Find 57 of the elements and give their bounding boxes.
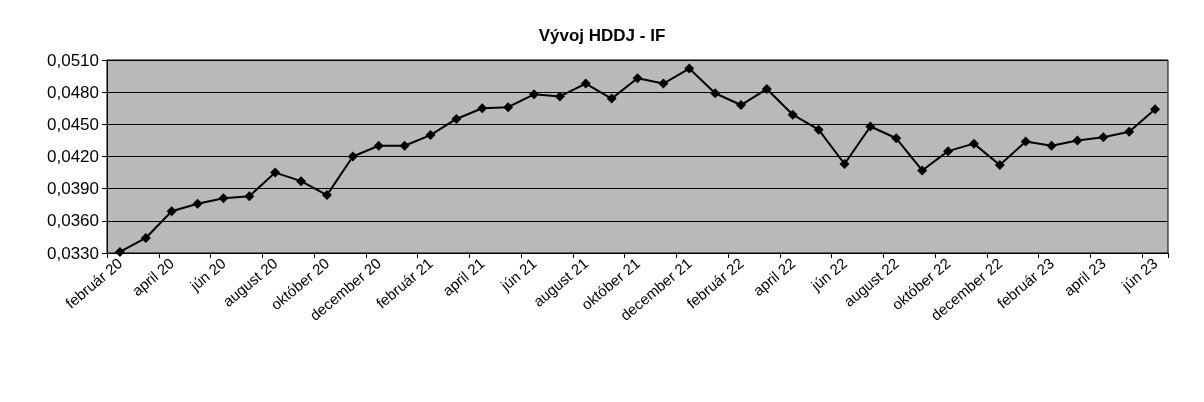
point xyxy=(321,190,332,201)
point xyxy=(270,167,281,178)
point xyxy=(787,109,798,120)
point xyxy=(1124,126,1135,137)
y-tick-label: 0,0450 xyxy=(47,114,99,134)
point xyxy=(1150,104,1161,115)
point xyxy=(865,121,876,132)
point xyxy=(192,198,203,209)
x-tick-label: jún 21 xyxy=(496,254,540,295)
point xyxy=(658,78,669,89)
x-tick-label: jún 23 xyxy=(1117,254,1161,295)
point xyxy=(477,103,488,114)
x-tick-label: jún 20 xyxy=(185,254,229,295)
point xyxy=(1020,136,1031,147)
point xyxy=(632,73,643,84)
point xyxy=(425,130,436,141)
y-tick-label: 0,0390 xyxy=(47,179,99,199)
point xyxy=(140,232,151,243)
point xyxy=(296,176,307,187)
point xyxy=(761,83,772,94)
point xyxy=(554,91,565,102)
point xyxy=(839,159,850,170)
point xyxy=(580,78,591,89)
chart-title: Vývoj HDDJ - IF xyxy=(538,26,666,45)
point xyxy=(528,89,539,100)
point xyxy=(943,146,954,157)
point xyxy=(813,124,824,135)
point xyxy=(373,140,384,151)
point xyxy=(684,63,695,74)
point xyxy=(891,133,902,144)
point xyxy=(917,165,928,176)
y-tick-label: 0,0510 xyxy=(47,50,99,70)
y-tick-label: 0,0360 xyxy=(47,211,99,231)
point xyxy=(114,246,125,257)
x-tick-label: jún 22 xyxy=(806,254,850,295)
point xyxy=(968,138,979,149)
point xyxy=(1072,135,1083,146)
point xyxy=(399,140,410,151)
point xyxy=(736,100,747,111)
point xyxy=(347,151,358,162)
point xyxy=(1046,140,1057,151)
y-tick-label: 0,0330 xyxy=(47,243,99,263)
point xyxy=(1098,132,1109,143)
point xyxy=(994,160,1005,171)
point xyxy=(166,206,177,217)
point xyxy=(451,113,462,124)
x-tick-label: april 23 xyxy=(1060,254,1109,300)
point xyxy=(218,193,229,204)
point xyxy=(503,102,514,113)
x-tick-label: april 21 xyxy=(439,254,488,300)
point xyxy=(710,88,721,99)
y-tick-label: 0,0480 xyxy=(47,82,99,102)
point xyxy=(606,93,617,104)
y-tick-label: 0,0420 xyxy=(47,147,99,166)
x-tick-label: april 20 xyxy=(128,254,178,300)
x-tick-label: april 22 xyxy=(749,254,799,300)
point xyxy=(244,191,255,202)
